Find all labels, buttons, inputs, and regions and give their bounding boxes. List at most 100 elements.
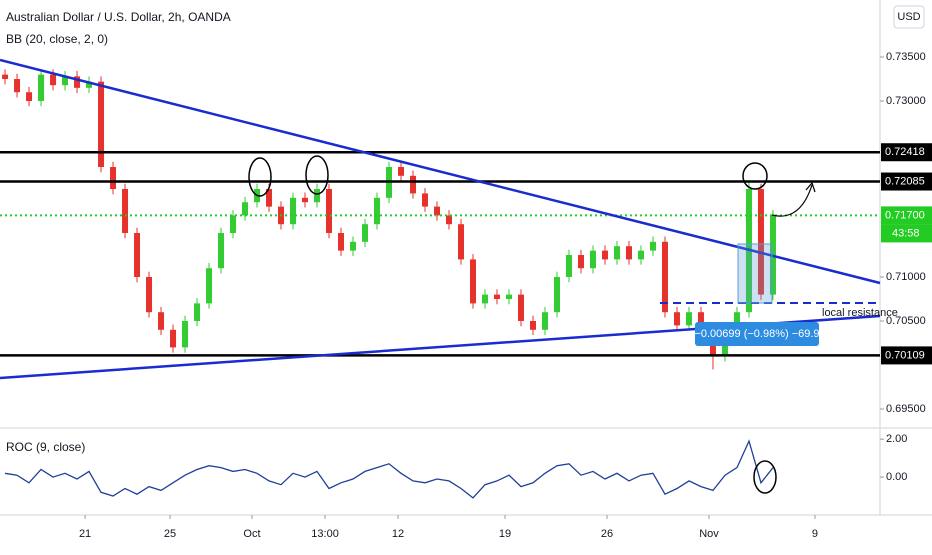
highlight-circle — [753, 460, 777, 494]
candle-body — [206, 268, 213, 304]
measure-box — [737, 243, 773, 304]
candle-body — [242, 202, 249, 216]
y-tick-label: 0.71000 — [886, 271, 926, 283]
x-tick-label: 19 — [499, 528, 511, 540]
measure-label-box — [695, 322, 819, 346]
candle-body — [565, 255, 572, 278]
y-tick-label: 0.70500 — [886, 315, 926, 327]
candle-body — [445, 215, 452, 225]
candle-body — [493, 294, 500, 300]
candle-body — [661, 241, 668, 313]
y-tick-label: 0.00 — [886, 471, 907, 483]
candle-body — [757, 189, 764, 295]
x-tick-label: 9 — [812, 528, 818, 540]
x-tick-label: 21 — [79, 528, 91, 540]
candle-body — [218, 233, 225, 269]
candle-body — [434, 206, 441, 216]
x-tick-label: Nov — [699, 528, 719, 540]
candle-body — [146, 277, 153, 313]
level-label: 0.70109 — [885, 349, 925, 361]
candle-body — [553, 277, 560, 313]
level-label: 0.72418 — [885, 146, 925, 158]
highlight-circle — [305, 155, 329, 195]
level-label-box — [881, 206, 932, 225]
candle-body — [362, 224, 369, 242]
y-tick-label: 0.69500 — [886, 403, 926, 415]
trendline — [0, 58, 881, 285]
x-tick-label: Oct — [243, 528, 260, 540]
candle-body — [290, 197, 297, 225]
candle-body — [326, 189, 333, 234]
candle-body — [613, 246, 620, 260]
candle-body — [374, 197, 381, 225]
candle-body — [673, 312, 680, 326]
countdown-box — [881, 224, 932, 243]
candle-body — [194, 303, 201, 321]
measure-label: −0.00699 (−0.98%) −69.9 — [694, 328, 819, 340]
x-tick-label: 13:00 — [311, 528, 339, 540]
candle-body — [410, 175, 417, 194]
resistance-label: local resistance — [822, 307, 898, 319]
candle-body — [182, 321, 189, 348]
candle-body — [529, 321, 536, 330]
candle-body — [709, 338, 716, 357]
candle-body — [14, 79, 21, 93]
chart-title: Australian Dollar / U.S. Dollar, 2h, OAN… — [6, 10, 231, 24]
candle-body — [122, 189, 129, 234]
candle-body — [422, 193, 429, 207]
currency-box[interactable] — [893, 5, 925, 29]
roc-label: ROC (9, close) — [6, 440, 85, 454]
candle-body — [86, 81, 93, 88]
candle-body — [577, 255, 584, 269]
candle-body — [314, 189, 321, 203]
candle-body — [38, 74, 45, 102]
y-tick-label: 2.00 — [886, 433, 907, 445]
candle-body — [350, 241, 357, 251]
countdown: 43:58 — [892, 227, 920, 239]
highlight-circle — [248, 157, 272, 197]
candle-body — [398, 167, 405, 176]
arrow-head — [805, 181, 816, 193]
level-label-box — [881, 346, 932, 365]
candle-body — [170, 329, 177, 348]
level-label: 0.71700 — [885, 209, 925, 221]
y-tick-label: 0.73000 — [886, 95, 926, 107]
highlight-circle — [742, 162, 768, 190]
x-tick-label: 12 — [392, 528, 404, 540]
candle-body — [338, 233, 345, 251]
candle-body — [134, 233, 141, 278]
candle-body — [110, 167, 117, 190]
candle-body — [481, 294, 488, 304]
candle-body — [589, 250, 596, 269]
level-label-box — [881, 172, 932, 191]
candle-body — [2, 74, 9, 80]
candle-body — [158, 312, 165, 330]
candle-body — [302, 197, 309, 203]
projection-arrow — [771, 184, 813, 217]
candle-body — [230, 215, 237, 234]
level-label-box — [881, 143, 932, 162]
candle-body — [98, 81, 105, 168]
candle-body — [469, 259, 476, 304]
candle-body — [74, 76, 81, 88]
candle-body — [50, 74, 57, 86]
candle-body — [649, 241, 656, 251]
candle-body — [517, 294, 524, 321]
candle-body — [541, 312, 548, 330]
level-label: 0.72085 — [885, 175, 925, 187]
candle-body — [62, 76, 69, 86]
x-tick-label: 26 — [601, 528, 613, 540]
candle-body — [457, 224, 464, 260]
candle-body — [625, 246, 632, 260]
indicator-label: BB (20, close, 2, 0) — [6, 32, 108, 46]
currency[interactable]: USD — [897, 11, 920, 23]
candle-body — [26, 92, 33, 102]
y-tick-label: 0.73500 — [886, 51, 926, 63]
candle-body — [266, 189, 273, 207]
candle-body — [637, 250, 644, 260]
x-tick-label: 25 — [164, 528, 176, 540]
candle-body — [505, 294, 512, 300]
candle-body — [685, 312, 692, 326]
